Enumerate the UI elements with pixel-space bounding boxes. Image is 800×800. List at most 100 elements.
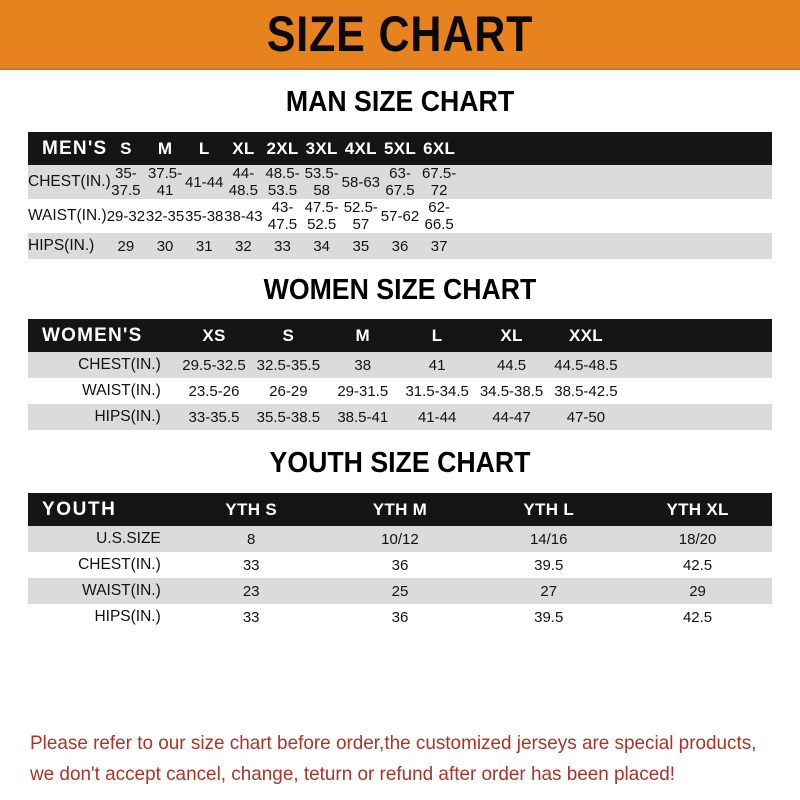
table-cell: 26-29 [269, 382, 308, 400]
women-table-body: WOMEN'S XS S M L XL XXL CHEST(IN.) 29.5-32.5 32.5… [28, 319, 772, 430]
table-row: U.S.SIZE 8 10/12 14/16 18/20 [28, 526, 772, 552]
table-cell: 53.5-58 [304, 165, 339, 199]
youth-size-table-wrap: YOUTH YTH S YTH M YTH L YTH XL U.S.SIZE 8 10/12… [28, 493, 772, 630]
table-cell: 31.5-34.5 [405, 382, 469, 400]
table-cell: 29 [117, 237, 135, 255]
table-cell: 35-38 [185, 207, 224, 225]
women-header-pad [623, 319, 772, 352]
women-size-table: WOMEN'S XS S M L XL XXL CHEST(IN.) 29.5-32.5 32.5… [28, 319, 772, 430]
table-cell: 23 [242, 582, 260, 600]
man-row-label-3: HIPS(IN.) [28, 237, 95, 254]
table-cell: 58-63 [341, 173, 381, 191]
youth-row-label-4: HIPS(IN.) [94, 608, 161, 625]
table-cell: 41-44 [185, 173, 224, 191]
women-size-table-wrap: WOMEN'S XS S M L XL XXL CHEST(IN.) 29.5-32.5 32.5… [28, 319, 772, 430]
section-title-man: MAN SIZE CHART [285, 86, 515, 118]
table-cell: 44-47 [492, 408, 531, 426]
table-cell: 35.5-38.5 [256, 408, 321, 426]
women-size-column-5: XL [500, 325, 523, 345]
table-cell: 48.5-53.5 [265, 165, 300, 199]
man-size-table-wrap: MEN'S S M L XL 2XL 3XL 4XL 5XL 6XL CHEST(IN.) 35-37… [28, 132, 772, 259]
table-row: CHEST(IN.) 29.5-32.5 32.5-35.5 38 41 44.5 44.5… [28, 352, 772, 378]
table-cell: 37 [430, 237, 448, 255]
table-cell: 31 [195, 237, 213, 255]
table-cell: 33 [242, 608, 260, 626]
footer-disclaimer-line-2: we don't accept cancel, change, teturn o… [30, 763, 676, 785]
youth-size-column-1: YTH S [225, 499, 277, 519]
table-cell: 44-48.5 [228, 165, 258, 199]
table-cell: 36 [391, 556, 409, 574]
youth-header-label: YOUTH [42, 498, 117, 520]
youth-row-label-1: U.S.SIZE [96, 530, 161, 547]
man-row-label-1: CHEST(IN.) [28, 173, 111, 190]
table-cell: 47-50 [566, 408, 606, 426]
table-cell: 29.5-32.5 [182, 356, 246, 374]
table-cell: 29-32 [106, 207, 146, 225]
women-size-column-4: L [431, 325, 443, 345]
table-cell: 23.5-26 [188, 382, 240, 400]
man-size-column-5: 2XL [266, 138, 299, 158]
table-cell: 14/16 [529, 530, 568, 548]
man-size-column-2: M [157, 138, 173, 158]
section-title-women: WOMEN SIZE CHART [263, 274, 537, 306]
table-cell: 36 [391, 608, 409, 626]
table-cell: 34 [313, 237, 331, 255]
table-cell: 10/12 [381, 530, 419, 548]
man-size-column-6: 3XL [305, 138, 338, 158]
table-cell: 38-43 [224, 207, 263, 225]
table-cell: 57-62 [380, 207, 420, 225]
footer-disclaimer-line-1: Please refer to our size chart before or… [30, 732, 757, 754]
page-banner: SIZE CHART [0, 0, 800, 70]
table-cell: 42.5 [682, 556, 713, 574]
women-size-column-6: XXL [568, 325, 603, 345]
table-cell: 35 [352, 237, 370, 255]
women-size-column-1: XS [202, 325, 226, 345]
women-row-pad [623, 404, 772, 430]
youth-table-body: YOUTH YTH S YTH M YTH L YTH XL U.S.SIZE 8 10/12… [28, 493, 772, 630]
table-cell: 32-35 [145, 207, 185, 225]
women-header-label: WOMEN'S [42, 324, 143, 346]
youth-table-header-row: YOUTH YTH S YTH M YTH L YTH XL [28, 493, 772, 526]
table-cell: 62-66.5 [424, 199, 454, 233]
man-table-body: MEN'S S M L XL 2XL 3XL 4XL 5XL 6XL CHEST(IN.) 35-37… [28, 132, 772, 259]
table-cell: 27 [540, 582, 558, 600]
table-cell: 35-37.5 [111, 165, 141, 199]
women-row-label-1: CHEST(IN.) [78, 356, 161, 373]
man-header-pad [459, 132, 772, 165]
women-size-column-3: M [355, 325, 370, 345]
man-row-label-2: WAIST(IN.) [28, 207, 107, 224]
women-row-label-2: WAIST(IN.) [82, 382, 161, 399]
man-size-column-7: 4XL [344, 138, 377, 158]
man-size-column-3: L [198, 138, 210, 158]
table-cell: 25 [391, 582, 409, 600]
women-table-header-row: WOMEN'S XS S M L XL XXL [28, 319, 772, 352]
youth-row-label-2: CHEST(IN.) [78, 556, 161, 573]
table-cell: 36 [391, 237, 409, 255]
man-header-label: MEN'S [42, 137, 108, 159]
table-row: WAIST(IN.) 29-32 32-35 35-38 38-43 43-47.5 47.… [28, 199, 772, 233]
table-cell: 34.5-38.5 [479, 382, 544, 400]
table-row: HIPS(IN.) 29 30 31 32 33 34 35 36 37 [28, 233, 772, 259]
table-cell: 29 [689, 582, 706, 600]
section-title-youth: YOUTH SIZE CHART [269, 447, 531, 479]
table-cell: 52.5-57 [343, 199, 378, 233]
table-row: CHEST(IN.) 35-37.5 37.5-41 41-44 44-48.5 48.5… [28, 165, 772, 199]
women-size-column-2: S [282, 325, 295, 345]
table-cell: 30 [156, 237, 174, 255]
youth-size-column-4: YTH XL [666, 499, 729, 519]
man-size-column-8: 5XL [383, 138, 417, 158]
man-size-column-9: 6XL [423, 138, 456, 158]
table-cell: 8 [247, 530, 256, 548]
table-cell: 38 [354, 356, 372, 374]
table-cell: 29-31.5 [337, 382, 389, 400]
table-cell: 67.5-72 [422, 165, 457, 199]
table-cell: 33-35.5 [188, 408, 240, 426]
women-row-label-3: HIPS(IN.) [94, 408, 161, 425]
table-cell: 44.5-48.5 [554, 356, 618, 374]
table-row: HIPS(IN.) 33-35.5 35.5-38.5 38.5-41 41-44 44-… [28, 404, 772, 430]
man-row-pad [459, 199, 772, 233]
youth-row-label-3: WAIST(IN.) [82, 582, 161, 599]
table-row: HIPS(IN.) 33 36 39.5 42.5 [28, 604, 772, 630]
table-cell: 39.5 [534, 556, 564, 574]
